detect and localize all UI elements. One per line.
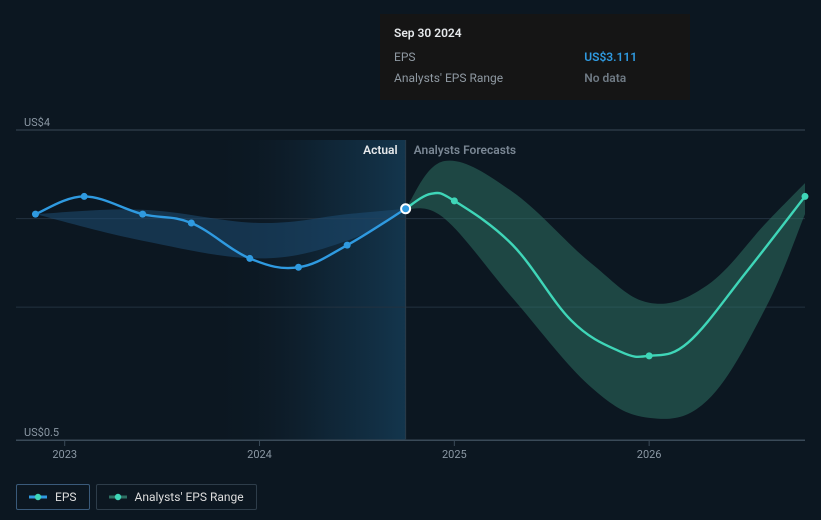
tooltip-row-value: No data	[554, 68, 676, 89]
legend-item-label: EPS	[55, 490, 77, 504]
svg-text:Actual: Actual	[363, 143, 398, 157]
tooltip-row: Analysts' EPS RangeNo data	[394, 68, 676, 89]
tooltip-row-label: Analysts' EPS Range	[394, 68, 554, 89]
eps-chart: Actual Analysts Forecasts US$4 US$0.5 2023 20…	[0, 0, 821, 520]
svg-text:2023: 2023	[52, 448, 77, 461]
legend-item-label: Analysts' EPS Range	[135, 490, 244, 504]
tooltip-row-value: US$3.111	[554, 47, 676, 68]
svg-text:Analysts Forecasts: Analysts Forecasts	[414, 143, 516, 157]
svg-text:2025: 2025	[442, 448, 467, 461]
legend-item-eps[interactable]: EPS	[16, 484, 90, 510]
tooltip-row-label: EPS	[394, 47, 554, 68]
chart-tooltip: Sep 30 2024 EPSUS$3.111Analysts' EPS Ran…	[380, 14, 690, 100]
svg-text:2026: 2026	[637, 448, 662, 461]
legend-swatch-icon	[29, 492, 47, 502]
svg-text:US$4: US$4	[24, 116, 50, 129]
svg-text:US$0.5: US$0.5	[24, 426, 59, 439]
chart-legend: EPS Analysts' EPS Range	[16, 484, 257, 510]
svg-text:2024: 2024	[247, 448, 272, 461]
tooltip-table: EPSUS$3.111Analysts' EPS RangeNo data	[394, 47, 676, 89]
tooltip-date: Sep 30 2024	[394, 24, 676, 43]
legend-swatch-icon	[109, 492, 127, 502]
tooltip-row: EPSUS$3.111	[394, 47, 676, 68]
legend-item-range[interactable]: Analysts' EPS Range	[96, 484, 257, 510]
